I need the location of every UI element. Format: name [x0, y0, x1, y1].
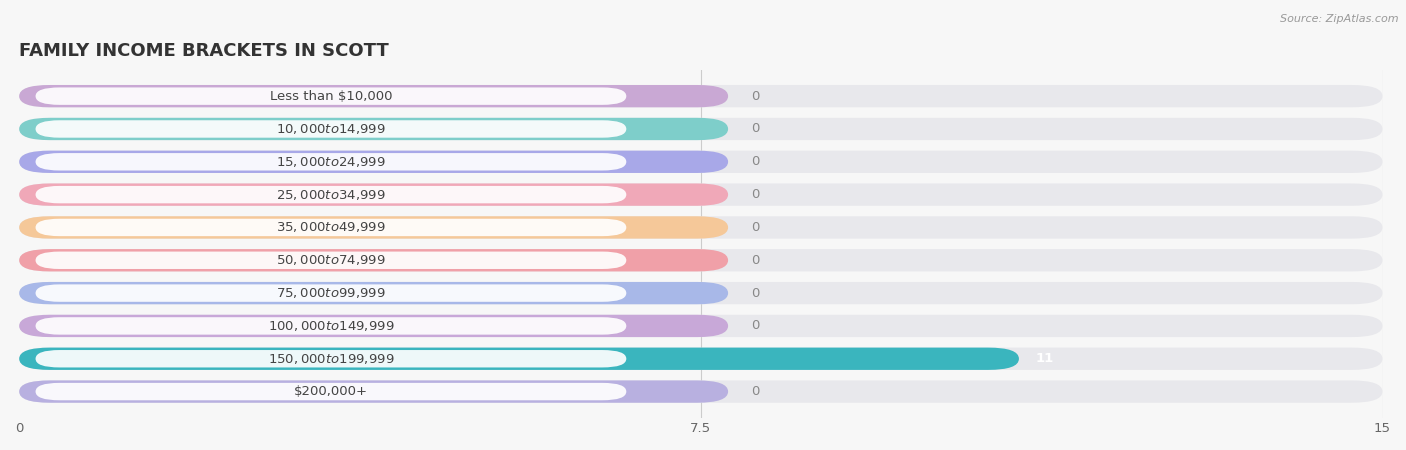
FancyBboxPatch shape: [35, 350, 626, 368]
Text: 0: 0: [751, 221, 759, 234]
Text: $150,000 to $199,999: $150,000 to $199,999: [267, 352, 394, 366]
FancyBboxPatch shape: [20, 249, 1382, 271]
Text: 0: 0: [751, 385, 759, 398]
Text: 0: 0: [751, 122, 759, 135]
FancyBboxPatch shape: [20, 282, 728, 304]
FancyBboxPatch shape: [20, 216, 1382, 238]
FancyBboxPatch shape: [20, 216, 728, 238]
Text: Less than $10,000: Less than $10,000: [270, 90, 392, 103]
Text: 0: 0: [751, 155, 759, 168]
FancyBboxPatch shape: [20, 282, 1382, 304]
Text: 0: 0: [751, 188, 759, 201]
Text: 0: 0: [751, 320, 759, 333]
FancyBboxPatch shape: [35, 219, 626, 236]
FancyBboxPatch shape: [20, 347, 1019, 370]
FancyBboxPatch shape: [35, 120, 626, 138]
Text: Source: ZipAtlas.com: Source: ZipAtlas.com: [1281, 14, 1399, 23]
FancyBboxPatch shape: [20, 380, 1382, 403]
FancyBboxPatch shape: [20, 380, 728, 403]
FancyBboxPatch shape: [35, 186, 626, 203]
FancyBboxPatch shape: [35, 252, 626, 269]
FancyBboxPatch shape: [20, 347, 1382, 370]
FancyBboxPatch shape: [20, 315, 1382, 337]
Text: 0: 0: [751, 90, 759, 103]
Text: $25,000 to $34,999: $25,000 to $34,999: [276, 188, 385, 202]
FancyBboxPatch shape: [35, 317, 626, 335]
Text: 11: 11: [1035, 352, 1053, 365]
Text: 0: 0: [751, 287, 759, 300]
FancyBboxPatch shape: [35, 153, 626, 171]
FancyBboxPatch shape: [20, 85, 728, 107]
FancyBboxPatch shape: [20, 85, 1382, 107]
FancyBboxPatch shape: [20, 151, 728, 173]
Text: $50,000 to $74,999: $50,000 to $74,999: [276, 253, 385, 267]
FancyBboxPatch shape: [20, 184, 1382, 206]
Text: 0: 0: [751, 254, 759, 267]
Text: $100,000 to $149,999: $100,000 to $149,999: [267, 319, 394, 333]
FancyBboxPatch shape: [35, 383, 626, 400]
FancyBboxPatch shape: [20, 118, 728, 140]
FancyBboxPatch shape: [20, 184, 728, 206]
Text: $200,000+: $200,000+: [294, 385, 368, 398]
Text: $35,000 to $49,999: $35,000 to $49,999: [276, 220, 385, 234]
Text: FAMILY INCOME BRACKETS IN SCOTT: FAMILY INCOME BRACKETS IN SCOTT: [20, 42, 389, 60]
FancyBboxPatch shape: [20, 249, 728, 271]
FancyBboxPatch shape: [35, 87, 626, 105]
FancyBboxPatch shape: [35, 284, 626, 302]
FancyBboxPatch shape: [20, 315, 728, 337]
Text: $75,000 to $99,999: $75,000 to $99,999: [276, 286, 385, 300]
Text: $10,000 to $14,999: $10,000 to $14,999: [276, 122, 385, 136]
FancyBboxPatch shape: [20, 151, 1382, 173]
Text: $15,000 to $24,999: $15,000 to $24,999: [276, 155, 385, 169]
FancyBboxPatch shape: [20, 118, 1382, 140]
